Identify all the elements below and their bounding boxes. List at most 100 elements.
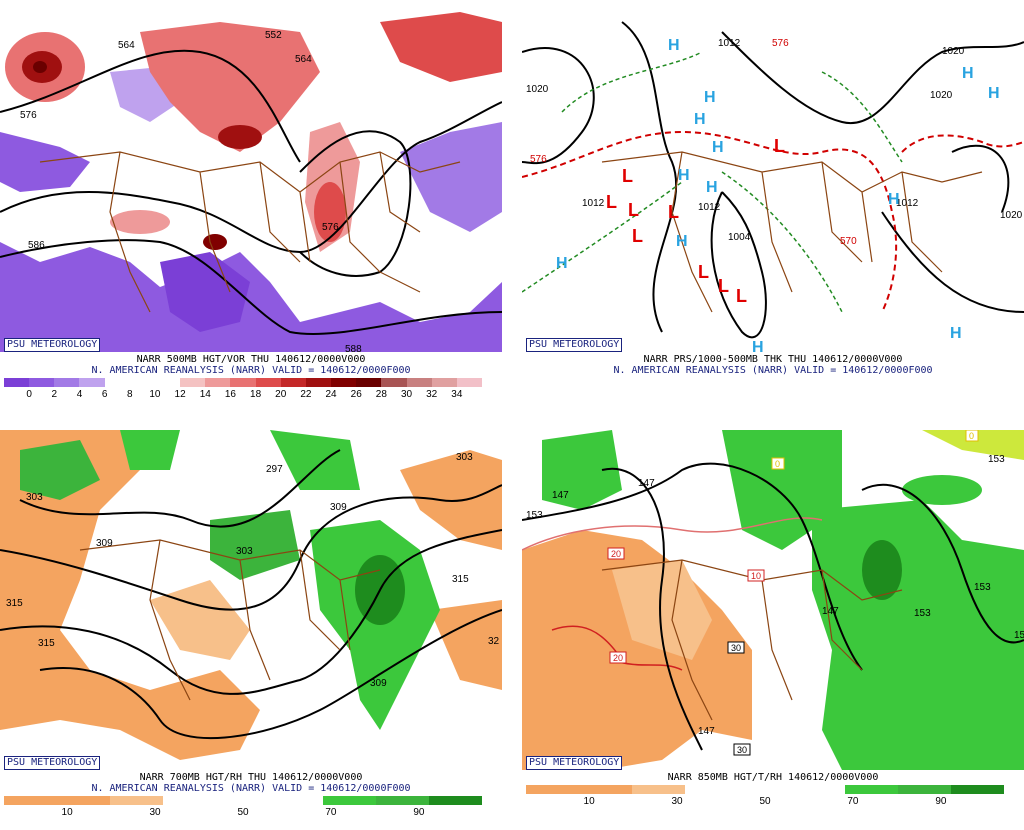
high-pressure-center: H — [556, 255, 568, 272]
thickness-label: 576 — [772, 38, 789, 49]
state-boundaries — [601, 559, 903, 721]
contour-label: 564 — [295, 54, 312, 65]
isobar-label: 1020 — [1000, 210, 1023, 221]
contour-label: 147 — [698, 726, 715, 737]
map-850mb-temp-rh: 147 147 153 147 153 153 153 147 15 20 20… — [522, 430, 1024, 770]
thickness-contour-576 — [522, 130, 898, 313]
colorbar-swatch — [356, 378, 382, 387]
psu-meteorology-badge: PSU METEOROLOGY — [4, 756, 101, 770]
contour-label: 153 — [526, 510, 543, 521]
height-contour — [39, 609, 502, 740]
temperature-label: 10 — [751, 571, 761, 581]
colorbar-tick-label: 50 — [237, 807, 249, 818]
isobar — [881, 211, 1024, 313]
colorbar-swatch — [29, 378, 55, 387]
temperature-box — [727, 641, 745, 654]
height-contour — [0, 239, 502, 336]
high-pressure-center: H — [706, 179, 718, 196]
colorbar-tick-label: 2 — [51, 389, 58, 400]
contour-label: 147 — [552, 490, 569, 501]
moist-air-region — [902, 475, 982, 505]
high-pressure-center: H — [676, 233, 688, 250]
positive-vorticity-region — [380, 12, 502, 82]
positive-vorticity-region — [110, 210, 170, 234]
colorbar-swatch — [526, 785, 580, 794]
temperature-label: 30 — [737, 745, 747, 755]
colorbar-swatch — [180, 378, 206, 387]
low-pressure-center: L — [622, 166, 633, 186]
map-700mb-rh: 303 297 303 309 309 303 315 315 309 315 … — [0, 430, 502, 770]
high-pressure-center: H — [950, 325, 962, 342]
colorbar-tick-label: 30 — [671, 796, 683, 807]
colorbar-swatch — [381, 378, 407, 387]
psu-meteorology-badge: PSU METEOROLOGY — [526, 338, 623, 352]
moist-air-core — [862, 540, 902, 600]
contour-label: 576 — [322, 222, 339, 233]
height-contour — [299, 130, 412, 277]
colorbar-swatch — [269, 796, 323, 805]
moist-air-region — [270, 430, 360, 490]
contour-label: 297 — [266, 464, 283, 475]
contour-label: 315 — [38, 638, 55, 649]
colorbar-tick-label: 18 — [250, 389, 262, 400]
temperature-label: 0 — [775, 459, 780, 469]
temperature-box — [609, 651, 627, 664]
state-boundaries — [79, 539, 381, 701]
contour-label: 153 — [974, 582, 991, 593]
rh-colorbar — [4, 796, 482, 805]
temperature-box — [965, 430, 979, 442]
low-pressure-center: L — [632, 226, 643, 246]
panel-title: NARR 700MB HGT/RH THU 140612/0000V000 — [139, 772, 363, 783]
colorbar-tick-label: 22 — [300, 389, 312, 400]
colorbar-swatch — [154, 378, 181, 387]
colorbar-tick-label: 10 — [61, 807, 73, 818]
height-contour — [0, 529, 502, 695]
colorbar-tick-label: 70 — [847, 796, 859, 807]
negative-vorticity-region — [0, 242, 502, 352]
colorbar-tick-label: 30 — [149, 807, 161, 818]
colorbar-tick-label: 20 — [275, 389, 287, 400]
temperature-box — [733, 743, 751, 756]
thickness-contour-576 — [901, 134, 1024, 153]
high-pressure-center: H — [962, 65, 974, 82]
negative-vorticity-region — [400, 122, 502, 232]
moist-air-region — [210, 510, 300, 580]
dry-air-region — [150, 580, 250, 660]
isobar-label: 1012 — [896, 198, 919, 209]
colorbar-tick-label: 34 — [451, 389, 463, 400]
colorbar-swatch — [375, 796, 429, 805]
rh850-map-svg: 147 147 153 147 153 153 153 147 15 20 20… — [522, 430, 1024, 770]
positive-vorticity-core — [218, 125, 262, 149]
low-pressure-center: L — [606, 192, 617, 212]
colorbar-swatch — [4, 796, 58, 805]
contour-label: 309 — [330, 502, 347, 513]
panel-title: NARR PRS/1000-500MB THK THU 140612/0000V… — [643, 354, 903, 365]
colorbar-swatch — [57, 796, 111, 805]
colorbar-tick-label: 26 — [350, 389, 362, 400]
colorbar-swatch — [685, 785, 739, 794]
contour-label: 586 — [28, 240, 45, 251]
colorbar-swatch — [738, 785, 792, 794]
contour-label: 15 — [1014, 630, 1024, 641]
colorbar-swatch — [205, 378, 231, 387]
vorticity-colorbar — [4, 378, 482, 387]
positive-vorticity-core — [203, 234, 227, 250]
rh-colorbar-labels: 10 30 50 70 90 — [526, 796, 1004, 808]
contour-label: 153 — [914, 608, 931, 619]
contour-label: 303 — [456, 452, 473, 463]
isobar-label: 1012 — [698, 202, 721, 213]
colorbar-swatch — [280, 378, 306, 387]
colorbar-swatch — [255, 378, 281, 387]
height-contour — [0, 49, 301, 163]
height-contour — [601, 467, 703, 751]
temperature-label: 20 — [611, 549, 621, 559]
panel-700mb-rh: 303 297 303 309 309 303 315 315 309 315 … — [0, 430, 502, 830]
colorbar-tick-label: 90 — [413, 807, 425, 818]
colorbar-swatch — [110, 796, 164, 805]
temperature-box — [607, 547, 625, 560]
colorbar-swatch — [632, 785, 686, 794]
thickness-contour — [522, 51, 903, 313]
colorbar-swatch — [104, 378, 130, 387]
isobar-label: 1012 — [582, 198, 605, 209]
moist-air-region — [20, 440, 100, 500]
